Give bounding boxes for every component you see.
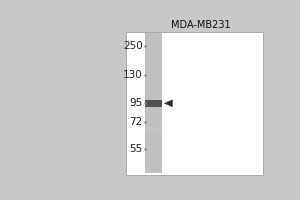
Text: MDA-MB231: MDA-MB231: [172, 20, 231, 30]
Polygon shape: [164, 100, 173, 107]
Text: 130: 130: [123, 70, 143, 80]
Bar: [145, 100, 161, 107]
Bar: [145, 33, 161, 173]
Text: 95: 95: [130, 98, 143, 108]
Text: 250: 250: [123, 41, 143, 51]
Bar: [126, 32, 263, 175]
Text: 55: 55: [130, 144, 143, 154]
Text: 72: 72: [130, 117, 143, 127]
Bar: [145, 127, 161, 131]
